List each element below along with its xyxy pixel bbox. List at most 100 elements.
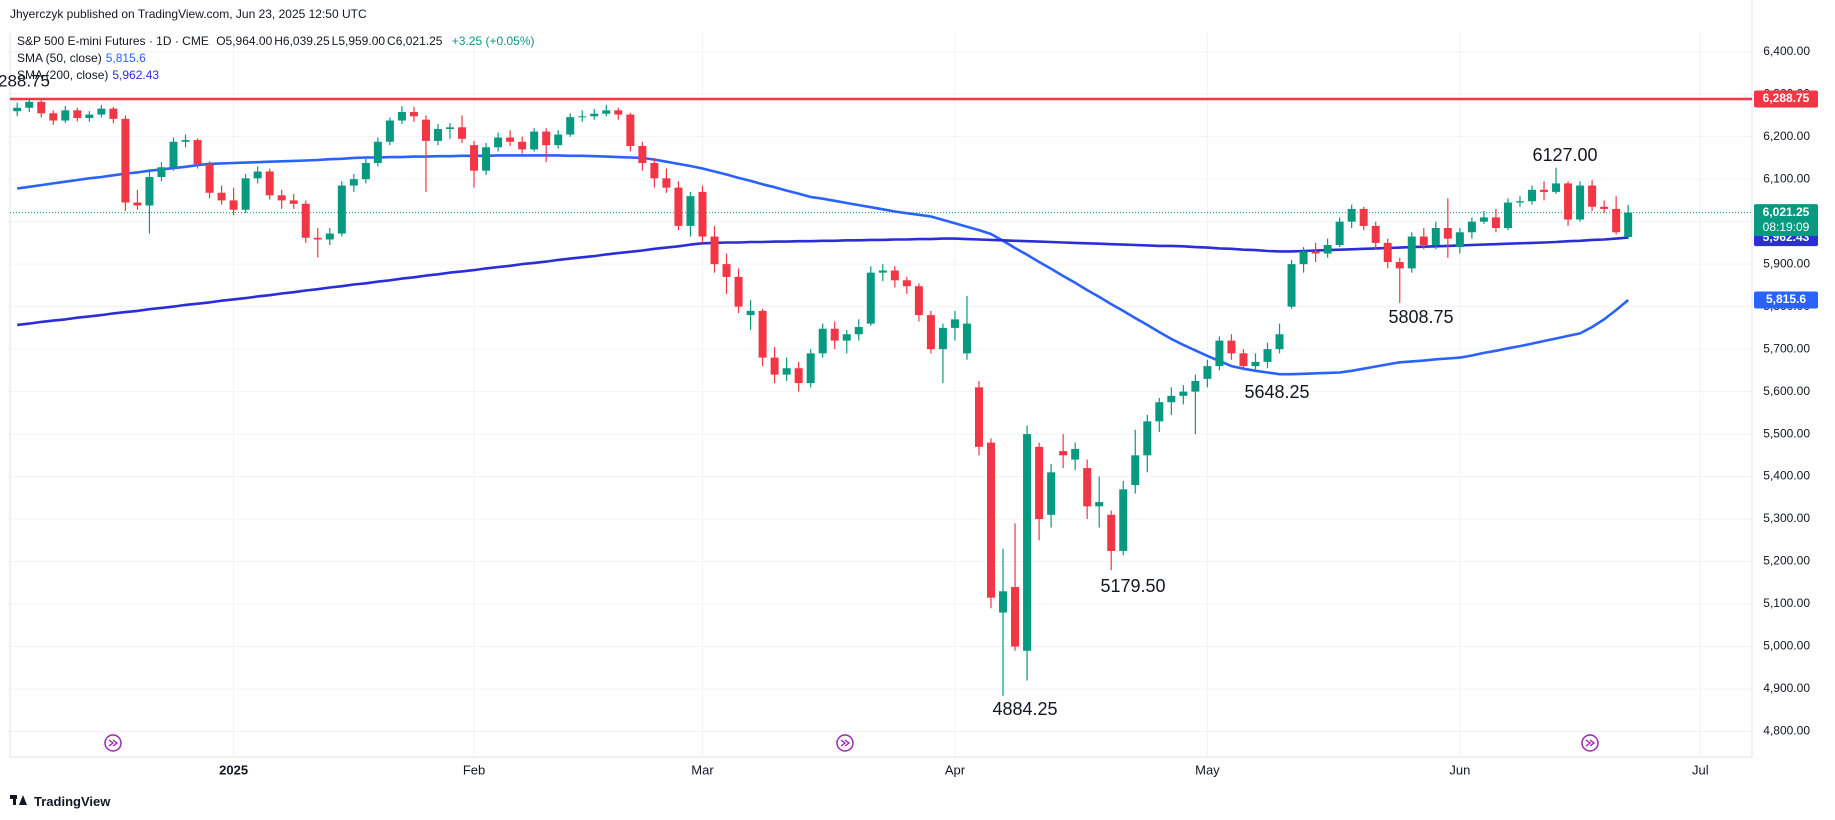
- candle-body: [530, 131, 539, 150]
- candle-body: [205, 164, 214, 193]
- symbol: S&P 500 E-mini Futures · 1D · CME: [17, 34, 209, 48]
- candle-body: [482, 147, 491, 171]
- y-tick-label: 5,900.00: [1763, 256, 1810, 270]
- event-marker[interactable]: [836, 734, 854, 752]
- sma-line: [17, 236, 1629, 327]
- sma-line: [17, 154, 1630, 376]
- candle-body: [999, 591, 1008, 613]
- candle-body: [229, 200, 238, 210]
- candle-body: [397, 112, 406, 121]
- candle-body: [1624, 212, 1633, 237]
- candle-body: [1431, 228, 1440, 246]
- candle-body: [782, 368, 791, 375]
- candle-body: [193, 140, 202, 165]
- candle-body: [1311, 251, 1320, 254]
- candle-body: [554, 134, 563, 146]
- candle-body: [1455, 232, 1464, 248]
- candle-body: [181, 140, 190, 142]
- event-marker[interactable]: [1581, 734, 1599, 752]
- candle-body: [1395, 262, 1404, 269]
- candle-body: [325, 233, 334, 240]
- candle-body: [1491, 217, 1500, 229]
- candle-body: [806, 353, 815, 384]
- candle-body: [1419, 236, 1428, 246]
- x-tick-label: Feb: [463, 762, 485, 777]
- candle-body: [1503, 202, 1512, 229]
- candle-body: [361, 163, 370, 180]
- candle-body: [1287, 264, 1296, 307]
- candle-body: [1588, 185, 1597, 207]
- candle-body: [506, 137, 515, 142]
- candle-body: [1191, 380, 1200, 392]
- candle-body: [890, 270, 899, 281]
- sma-value: 5,962.43: [112, 68, 160, 82]
- candle-body: [458, 127, 467, 139]
- candle-body: [746, 310, 755, 316]
- x-tick-label: Jun: [1449, 762, 1470, 777]
- candle-body: [349, 179, 358, 186]
- ohlc-key: L: [331, 34, 339, 48]
- sma-name: SMA (50, close): [17, 51, 102, 65]
- price-annotation: 5808.75: [1388, 307, 1453, 327]
- ohlc-key: O: [216, 34, 226, 48]
- price-annotation: 4884.25: [992, 699, 1057, 719]
- published-note: Jhyerczyk published on TradingView.com, …: [10, 7, 367, 21]
- ohlc-item: H6,039.25: [274, 34, 329, 48]
- candle-body: [902, 280, 911, 287]
- candle-body: [938, 327, 947, 350]
- candle-body: [1383, 242, 1392, 263]
- candle-body: [470, 145, 479, 171]
- candle-body: [1275, 334, 1284, 350]
- candle-body: [794, 368, 803, 384]
- y-tick-label: 6,200.00: [1763, 129, 1810, 143]
- candle-body: [1443, 228, 1452, 239]
- candle-body: [1239, 353, 1248, 367]
- y-tick-label: 6,100.00: [1763, 171, 1810, 185]
- price-tag: [1754, 90, 1818, 108]
- ohlc-readout: O5,964.00 H6,039.25 L5,959.00 C6,021.25: [216, 34, 444, 48]
- candle-body: [987, 442, 996, 598]
- candle-body: [1335, 221, 1344, 246]
- candle-body: [277, 195, 286, 201]
- candle-body: [1203, 366, 1212, 379]
- y-tick-label: 4,900.00: [1763, 681, 1810, 695]
- candle-body: [722, 264, 731, 277]
- candle-body: [1347, 208, 1356, 222]
- candle-body: [1564, 183, 1573, 220]
- candle-body: [1540, 189, 1549, 192]
- candle-body: [854, 327, 863, 335]
- candle-body: [253, 171, 262, 179]
- candle-body: [61, 110, 70, 121]
- price-tag-label: 5,815.6: [1766, 292, 1806, 306]
- legend-header: S&P 500 E-mini Futures · 1D · CME O5,964…: [17, 34, 539, 48]
- ohlc-item: C6,021.25: [387, 34, 442, 48]
- candle-body: [421, 119, 430, 141]
- candle-body: [626, 114, 635, 147]
- y-tick-label: 5,700.00: [1763, 341, 1810, 355]
- candle-body: [842, 334, 851, 341]
- candle-body: [289, 200, 298, 204]
- candle-body: [542, 131, 551, 146]
- brand-logo: [10, 795, 27, 805]
- candle-body: [1467, 221, 1476, 233]
- x-tick-label: Jul: [1692, 762, 1709, 777]
- event-marker[interactable]: [104, 734, 122, 752]
- candle-body: [217, 192, 226, 201]
- candle-body: [109, 108, 118, 119]
- candle-body: [1071, 448, 1080, 460]
- candle-body: [1023, 434, 1032, 651]
- ohlc-value: 6,021.25: [395, 34, 443, 48]
- candle-body: [650, 163, 659, 179]
- candle-body: [518, 141, 527, 150]
- price-annotation: 6127.00: [1532, 145, 1597, 165]
- y-tick-label: 5,100.00: [1763, 596, 1810, 610]
- x-tick-label: Mar: [691, 762, 714, 777]
- y-tick-label: 5,600.00: [1763, 384, 1810, 398]
- candle-body: [1576, 185, 1585, 220]
- y-tick-label: 5,400.00: [1763, 469, 1810, 483]
- candle-body: [169, 141, 178, 168]
- candle-body: [145, 177, 154, 206]
- candle-body: [1155, 402, 1164, 422]
- y-tick-label: 5,000.00: [1763, 639, 1810, 653]
